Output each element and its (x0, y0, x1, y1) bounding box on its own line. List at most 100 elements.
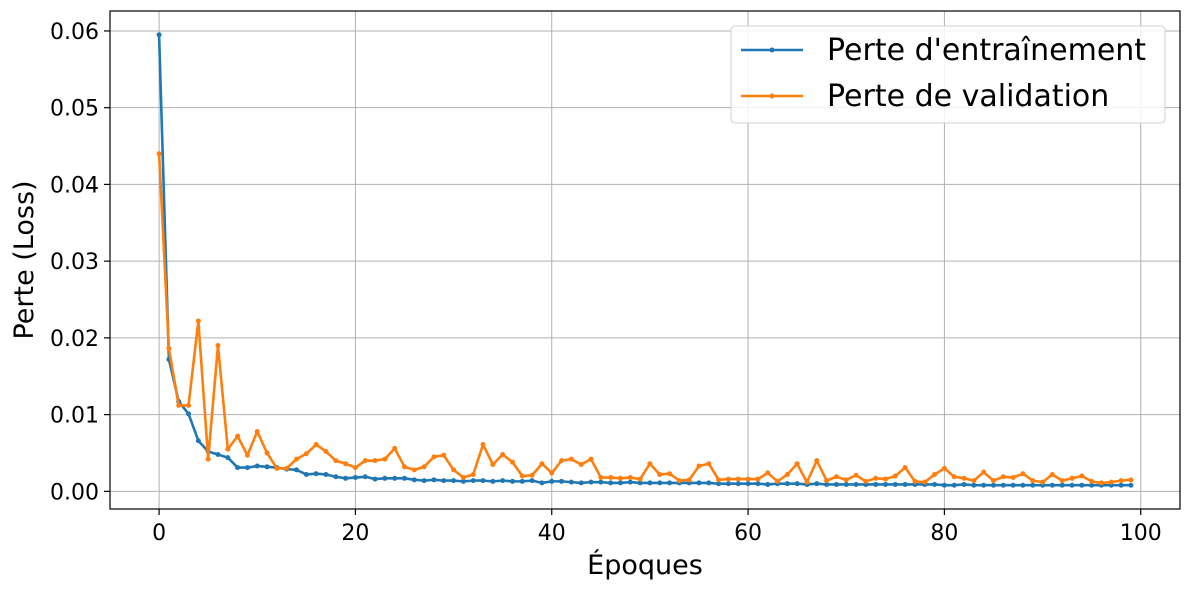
data-point-train (1118, 482, 1124, 488)
data-point-val (981, 469, 987, 475)
data-point-val (1069, 475, 1075, 481)
data-point-train (323, 471, 329, 477)
data-point-val (647, 461, 653, 467)
x-tick-label: 40 (538, 521, 566, 546)
data-point-train (608, 480, 614, 486)
data-point-val (421, 464, 427, 470)
data-point-train (1059, 482, 1065, 488)
y-tick-label: 0.00 (50, 480, 99, 505)
y-axis-label: Perte (Loss) (9, 180, 40, 339)
data-point-train (195, 438, 201, 444)
data-point-train (343, 475, 349, 481)
data-point-train (657, 480, 663, 486)
data-point-val (343, 461, 349, 467)
y-tick-label: 0.05 (50, 97, 99, 122)
data-point-val (1079, 473, 1085, 479)
data-point-val (529, 472, 535, 478)
data-point-val (1030, 478, 1036, 484)
data-point-train (883, 481, 889, 487)
data-point-val (500, 452, 506, 458)
data-point-train (509, 478, 515, 484)
y-tick-label: 0.02 (50, 327, 99, 352)
x-axis-ticks: 0 20 40 60 80 100 (152, 509, 1162, 546)
data-point-val (431, 454, 437, 460)
data-point-val (176, 402, 182, 408)
x-axis-label: Époques (587, 549, 703, 581)
data-point-val (912, 478, 918, 484)
data-point-train (598, 479, 604, 485)
data-point-val (627, 475, 633, 481)
data-point-val (794, 461, 800, 467)
data-point-val (765, 470, 771, 476)
data-point-val (1040, 479, 1046, 485)
data-point-val (362, 458, 368, 464)
data-point-train (392, 475, 398, 481)
data-point-val (951, 474, 957, 480)
plot-frame (109, 10, 1181, 510)
y-tick-label: 0.06 (50, 20, 99, 45)
data-point-val (961, 475, 967, 481)
data-point-train (892, 481, 898, 487)
data-point-train (784, 481, 790, 487)
data-point-val (392, 445, 398, 451)
data-point-val (156, 151, 162, 157)
data-point-val (971, 478, 977, 484)
x-tick-label: 60 (734, 521, 762, 546)
data-point-val (588, 456, 594, 462)
data-point-val (382, 456, 388, 462)
data-point-train (225, 455, 231, 461)
series-layer (156, 32, 1134, 488)
data-point-train (941, 482, 947, 488)
data-point-val (843, 477, 849, 483)
data-point-train (873, 481, 879, 487)
data-point-val (323, 448, 329, 454)
data-point-val (716, 477, 722, 483)
data-point-val (676, 478, 682, 484)
data-point-val (1020, 471, 1026, 477)
data-point-val (932, 471, 938, 477)
data-point-train (627, 479, 633, 485)
data-point-train (480, 478, 486, 484)
data-point-train (372, 476, 378, 482)
data-point-val (755, 476, 761, 482)
data-point-val (480, 442, 486, 448)
legend-label: Perte d'entraînement (827, 33, 1146, 68)
data-point-train (235, 465, 241, 471)
data-point-val (598, 475, 604, 481)
data-point-val (333, 458, 339, 464)
data-point-train (1020, 482, 1026, 488)
data-point-train (843, 481, 849, 487)
data-point-val (784, 471, 790, 477)
data-point-val (1059, 478, 1065, 484)
data-point-val (539, 461, 545, 467)
data-point-val (696, 463, 702, 469)
data-point-train (971, 482, 977, 488)
data-point-train (1010, 482, 1016, 488)
data-point-val (215, 343, 221, 349)
data-point-val (372, 458, 378, 464)
data-point-val (1118, 478, 1124, 484)
data-point-train (716, 481, 722, 487)
x-tick-label: 20 (341, 521, 369, 546)
data-point-train (745, 481, 751, 487)
data-point-train (1128, 482, 1134, 488)
data-point-val (617, 475, 623, 481)
data-point-val (833, 474, 839, 480)
legend-marker (769, 93, 775, 99)
data-point-train (559, 478, 565, 484)
data-point-val (559, 458, 565, 464)
data-point-train (814, 481, 820, 487)
data-point-train (833, 481, 839, 487)
data-point-val (578, 461, 584, 467)
data-point-val (274, 465, 280, 471)
data-point-val (303, 451, 309, 457)
data-point-val (824, 478, 830, 484)
data-point-val (166, 346, 172, 352)
data-point-train (294, 467, 300, 473)
data-point-train (411, 477, 417, 483)
data-point-val (568, 456, 574, 462)
data-point-train (186, 411, 192, 417)
legend-box (730, 25, 1166, 124)
data-point-train (755, 481, 761, 487)
